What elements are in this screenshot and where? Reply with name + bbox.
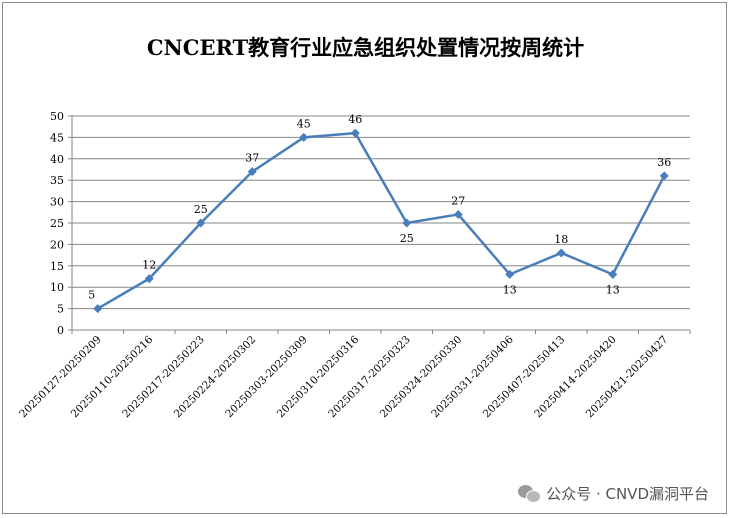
y-tick-label: 35 [50, 174, 64, 187]
watermark: 公众号 · CNVD漏洞平台 [518, 483, 709, 504]
data-label: 36 [657, 156, 671, 169]
y-tick-label: 25 [50, 217, 64, 230]
data-label: 18 [554, 233, 568, 246]
data-label: 46 [348, 113, 362, 126]
data-point-marker [350, 128, 360, 138]
data-point-marker [505, 269, 515, 279]
wechat-icon [518, 484, 542, 503]
data-label: 13 [606, 283, 620, 296]
y-tick-label: 0 [57, 324, 64, 337]
data-point-marker [93, 304, 103, 314]
data-point-marker [453, 209, 463, 219]
data-label: 25 [194, 203, 208, 216]
data-label: 12 [142, 259, 156, 272]
data-point-marker [144, 274, 154, 284]
data-point-marker [299, 132, 309, 142]
data-point-marker [402, 218, 412, 228]
y-tick-label: 45 [50, 131, 64, 144]
data-label: 25 [400, 232, 414, 245]
y-tick-label: 10 [50, 281, 64, 294]
y-tick-label: 50 [50, 110, 64, 123]
data-label: 13 [503, 283, 517, 296]
data-label: 37 [245, 152, 259, 165]
data-point-marker [247, 167, 257, 177]
series-line [97, 131, 666, 310]
y-tick-label: 15 [50, 260, 64, 273]
data-label: 45 [297, 117, 311, 130]
y-tick-label: 30 [50, 196, 64, 209]
watermark-text: 公众号 · CNVD漏洞平台 [546, 485, 709, 503]
data-point-marker [556, 248, 566, 258]
y-tick-label: 20 [50, 238, 64, 251]
data-point-marker [608, 269, 618, 279]
data-label: 27 [451, 194, 465, 207]
y-tick-label: 40 [50, 153, 64, 166]
chart-title: CNCERT教育行业应急组织处置情况按周统计 [146, 35, 585, 60]
x-tick-label: 20250127-20250209 [17, 334, 104, 421]
data-label: 5 [88, 289, 95, 302]
y-tick-label: 5 [57, 303, 64, 316]
data-point-marker [659, 171, 669, 181]
data-point-marker [196, 218, 206, 228]
